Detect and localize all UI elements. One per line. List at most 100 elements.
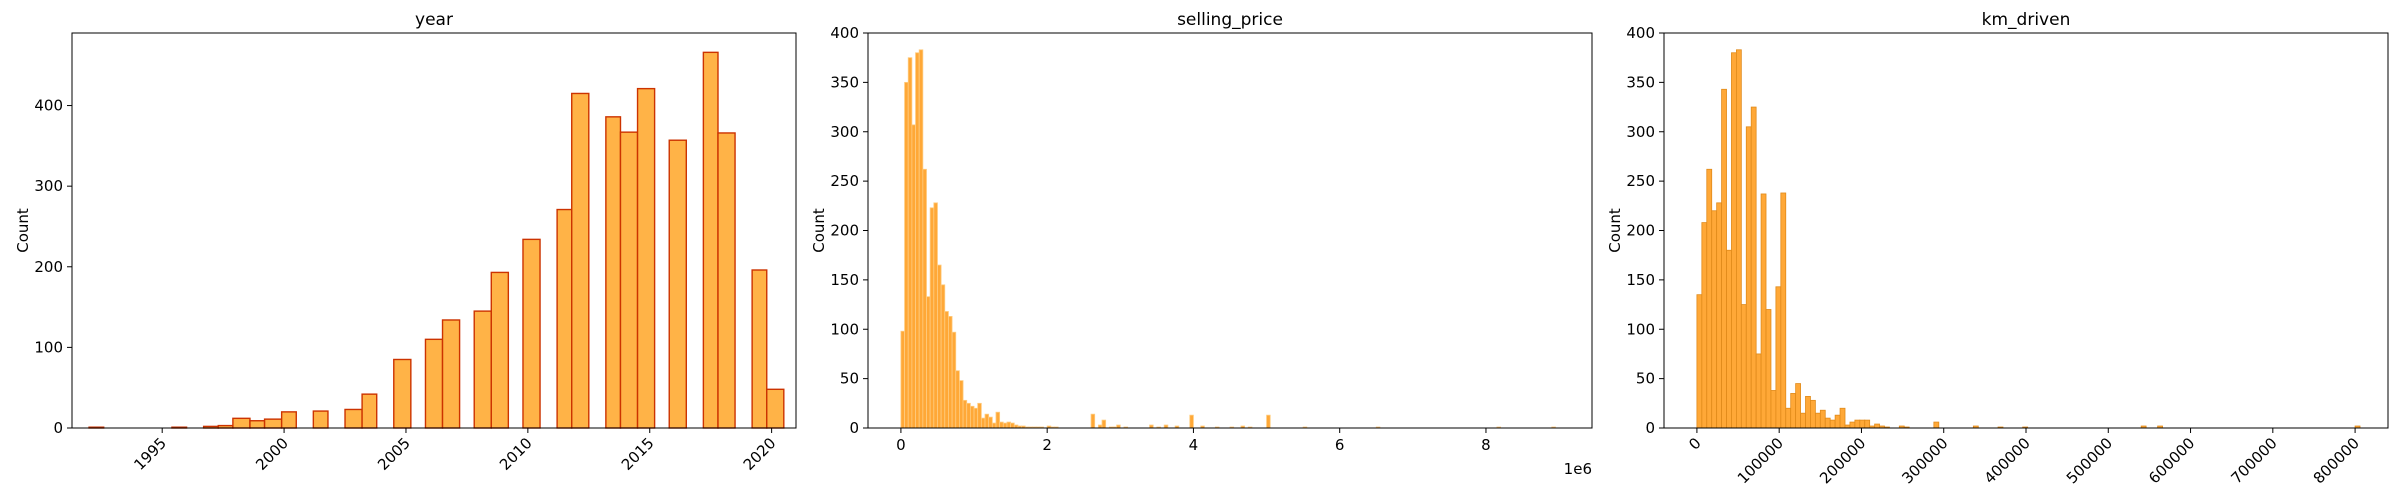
histogram-bar: [280, 411, 297, 429]
y-axis-label: Count: [1606, 208, 1624, 253]
histogram-bar: [940, 284, 946, 429]
histogram-bar: [1760, 193, 1767, 429]
histogram-bar: [1010, 422, 1015, 429]
histogram-bar: [619, 131, 639, 429]
histogram-bar: [424, 338, 444, 429]
histogram-bar: [926, 296, 931, 429]
histogram-bar: [937, 264, 942, 429]
x-tick-label: 2020: [740, 434, 780, 474]
histogram-bar: [766, 388, 785, 429]
histogram-bar: [984, 413, 990, 429]
histogram-bar: [1696, 294, 1703, 429]
histogram-bar: [922, 168, 927, 429]
panel-year: year Count 0 100 200 300 400 1995 2000 2005 2010 20…: [14, 10, 797, 474]
histogram-bar: [717, 132, 736, 429]
x-tick-label: 500000: [2063, 434, 2116, 487]
histogram-bar: [955, 370, 960, 429]
histogram-bar: [668, 139, 688, 429]
histogram-bar: [929, 207, 935, 429]
histogram-bar: [1750, 106, 1757, 429]
x-tick-label: 400000: [1981, 434, 2034, 487]
y-tick-label: 300: [34, 177, 63, 195]
x-tick-label: 2005: [374, 434, 414, 474]
histogram-bar: [1864, 419, 1871, 429]
x-tick-label: 6: [1335, 436, 1345, 454]
histogram-bar: [1795, 383, 1801, 429]
y-tick-label: 250: [830, 172, 859, 190]
x-tick-label: 300000: [1898, 434, 1951, 487]
x-tick-label: 800000: [2310, 434, 2363, 487]
histogram-bar: [1006, 421, 1012, 429]
histogram-bar: [1726, 249, 1732, 429]
histogram-bar: [1740, 304, 1747, 429]
histogram-bar: [999, 421, 1004, 429]
histogram-bar: [344, 408, 363, 429]
histogram-bar: [1745, 126, 1752, 429]
histogram-bar: [1090, 413, 1096, 429]
histogram-bar: [1731, 52, 1737, 429]
y-tick-label: 100: [34, 338, 63, 356]
y-tick-label: 300: [1626, 123, 1655, 141]
x-tick-label: 1995: [130, 434, 170, 474]
histogram-bar: [361, 393, 378, 429]
histogram-bar: [702, 51, 719, 429]
histogram-bar: [1002, 422, 1008, 429]
histogram-bar: [1701, 222, 1708, 429]
histogram-bar: [249, 420, 266, 429]
y-tick-label: 200: [34, 258, 63, 276]
histogram-bar: [1814, 412, 1821, 429]
histogram-bar: [751, 269, 768, 429]
chart-title: km_driven: [1982, 10, 2071, 30]
histogram-bar: [1711, 210, 1718, 429]
histogram-bar: [1706, 168, 1713, 429]
histogram-bar: [962, 399, 968, 429]
histogram-bar: [312, 410, 329, 429]
y-tick-label: 350: [830, 73, 859, 91]
y-tick-label: 200: [830, 222, 859, 240]
histogram-bar: [1266, 414, 1271, 429]
histogram-bar: [1849, 421, 1856, 429]
histogram-bar: [232, 417, 251, 429]
histogram-bar: [393, 358, 412, 429]
histogram-bar: [263, 418, 283, 429]
y-tick-label: 0: [1645, 419, 1655, 437]
histogram-bar: [1834, 414, 1841, 429]
y-tick-label: 150: [1626, 271, 1655, 289]
histogram-bar: [441, 319, 461, 429]
panel-km_driven: km_driven Count 0 50 100 150 200 250 300 350 400 0 1…: [1606, 10, 2389, 487]
histogram-bar: [473, 310, 492, 429]
histogram-bar: [1790, 393, 1797, 429]
histogram-bar: [1189, 414, 1194, 429]
y-tick-label: 400: [1626, 24, 1655, 42]
bars-year: [88, 51, 785, 429]
histogram-bar: [1829, 419, 1836, 429]
x-tick-label: 100000: [1734, 434, 1787, 487]
histogram-bar: [977, 402, 982, 429]
histogram-bar: [636, 87, 656, 429]
histogram-bar: [1785, 407, 1792, 429]
panel-selling_price: selling_price Count 0 50 100 150 200 250 300 350 4…: [810, 10, 1593, 478]
histogram-bar: [1765, 309, 1772, 429]
y-tick-label: 50: [1636, 370, 1655, 388]
axes-frame: [1663, 32, 2389, 429]
histogram-bar: [1736, 49, 1742, 429]
histogram-bar: [1854, 419, 1861, 429]
y-tick-label: 100: [830, 320, 859, 338]
x-tick-label: 600000: [2145, 434, 2198, 487]
histogram-bar: [904, 81, 909, 429]
histogram-bar: [969, 405, 975, 429]
x-tick-label: 2000: [252, 434, 292, 474]
y-tick-label: 350: [1626, 73, 1655, 91]
bars-km_driven: [1696, 49, 2361, 429]
histogram-bar: [973, 407, 979, 429]
x-tick-label: 0: [896, 436, 906, 454]
histogram-bar: [1824, 417, 1831, 429]
bars-selling_price: [900, 49, 1556, 429]
histogram-bar: [556, 208, 573, 429]
y-tick-label: 150: [830, 271, 859, 289]
histogram-bar: [1780, 192, 1787, 429]
histogram-bar: [1810, 399, 1816, 429]
histogram-bar: [1770, 390, 1777, 429]
histogram-bar: [991, 422, 997, 429]
histogram-bar: [1721, 88, 1727, 429]
